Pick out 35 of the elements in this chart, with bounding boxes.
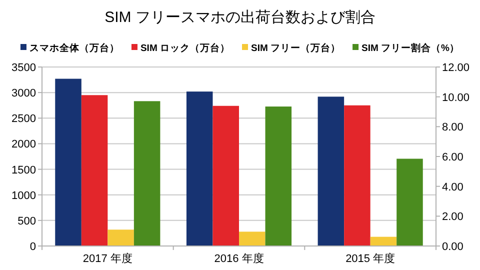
- x-tick-label: 2016 年度: [214, 252, 264, 265]
- y2-tick-label: 4.00: [442, 181, 464, 194]
- bar: [318, 96, 344, 246]
- bar: [108, 230, 134, 246]
- legend-label: スマホ全体（万台）: [29, 42, 120, 54]
- legend-label: SIM ロック（万台）: [140, 42, 230, 54]
- y2-tick-label: 8.00: [442, 122, 464, 134]
- x-tick-label: 2015 年度: [346, 252, 396, 265]
- y-tick-label: 2000: [12, 138, 36, 151]
- bar: [239, 232, 266, 246]
- bar: [81, 95, 108, 246]
- y-tick-label: 3000: [12, 88, 36, 100]
- bar: [265, 106, 292, 246]
- y2-tick-label: 12.00: [442, 62, 470, 74]
- y-tick-label: 1500: [12, 164, 36, 176]
- bar: [134, 101, 160, 246]
- y-tick-label: 0: [30, 241, 36, 253]
- y2-tick-label: 2.00: [442, 211, 464, 224]
- y-tick-label: 1000: [12, 190, 36, 202]
- y2-tick-label: 0.00: [442, 241, 464, 253]
- title: SIM フリースマホの出荷台数および割合: [104, 9, 376, 26]
- bar: [344, 105, 370, 246]
- legend-label: SIM フリー割合（%）: [362, 42, 460, 54]
- y-tick-label: 500: [18, 215, 36, 228]
- x-tick-label: 2017 年度: [82, 252, 132, 265]
- bar: [55, 78, 82, 246]
- y2-tick-label: 6.00: [442, 152, 464, 164]
- bar: [396, 158, 423, 246]
- y-tick-label: 3500: [12, 62, 36, 74]
- bar: [186, 92, 213, 246]
- bar: [370, 236, 397, 246]
- y-tick-label: 2500: [12, 113, 36, 126]
- bar: [212, 106, 239, 246]
- y2-tick-label: 10.00: [442, 92, 470, 104]
- legend-label: SIM フリー（万台）: [251, 42, 341, 54]
